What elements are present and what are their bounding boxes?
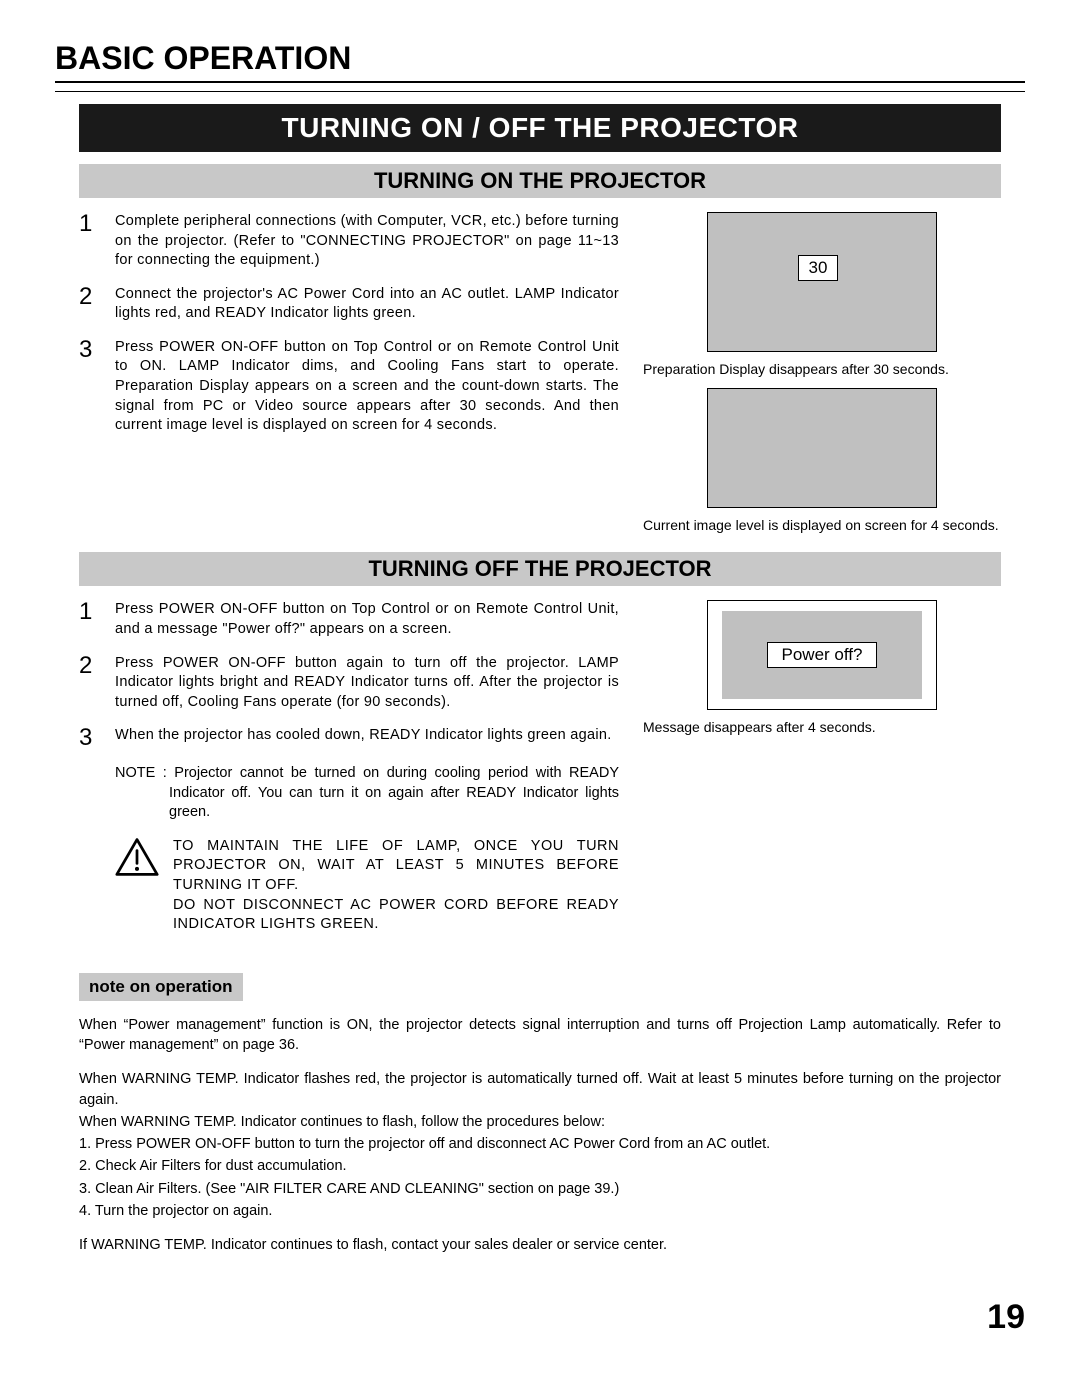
step-number: 3 bbox=[79, 338, 101, 436]
step-number: 1 bbox=[79, 600, 101, 639]
step-number: 1 bbox=[79, 212, 101, 271]
figure-caption: Message disappears after 4 seconds. bbox=[643, 718, 1001, 736]
step-number: 2 bbox=[79, 654, 101, 713]
off-step: 1 Press POWER ON-OFF button on Top Contr… bbox=[79, 600, 619, 639]
step-text: Connect the projector's AC Power Cord in… bbox=[115, 285, 619, 324]
off-step: 3 When the projector has cooled down, RE… bbox=[79, 726, 619, 750]
off-steps-col: 1 Press POWER ON-OFF button on Top Contr… bbox=[79, 600, 619, 934]
image-level-figure bbox=[707, 388, 937, 508]
note-paragraph: When WARNING TEMP. Indicator continues t… bbox=[79, 1112, 1001, 1132]
on-content-row: 1 Complete peripheral connections (with … bbox=[79, 212, 1001, 534]
note-paragraph: When WARNING TEMP. Indicator flashes red… bbox=[79, 1069, 1001, 1110]
warn-line-2: DO NOT DISCONNECT AC POWER CORD BEFORE R… bbox=[173, 897, 619, 933]
note-paragraph: If WARNING TEMP. Indicator continues to … bbox=[79, 1235, 1001, 1255]
page-number: 19 bbox=[55, 1298, 1025, 1337]
warning-row: TO MAINTAIN THE LIFE OF LAMP, ONCE YOU T… bbox=[115, 837, 619, 935]
figure-caption: Preparation Display disappears after 30 … bbox=[643, 360, 1001, 378]
poweroff-figure: Power off? bbox=[707, 600, 937, 710]
warning-icon bbox=[115, 837, 159, 882]
step-number: 3 bbox=[79, 726, 101, 750]
countdown-box: 30 bbox=[798, 255, 839, 281]
preparation-display-figure: 30 bbox=[707, 212, 937, 352]
step-text: Press POWER ON-OFF button on Top Control… bbox=[115, 600, 619, 639]
note-paragraph: When “Power management” function is ON, … bbox=[79, 1015, 1001, 1056]
note-on-operation-chip: note on operation bbox=[79, 973, 243, 1001]
step-number: 2 bbox=[79, 285, 101, 324]
poweroff-label: Power off? bbox=[767, 642, 878, 668]
on-step: 3 Press POWER ON-OFF button on Top Contr… bbox=[79, 338, 619, 436]
off-step: 2 Press POWER ON-OFF button again to tur… bbox=[79, 654, 619, 713]
step-text: Press POWER ON-OFF button on Top Control… bbox=[115, 338, 619, 436]
poweroff-inner: Power off? bbox=[722, 611, 922, 699]
cooling-note: NOTE : Projector cannot be turned on dur… bbox=[115, 764, 619, 823]
note-list-item: 4. Turn the projector on again. bbox=[79, 1201, 1001, 1221]
on-step: 1 Complete peripheral connections (with … bbox=[79, 212, 619, 271]
on-steps-col: 1 Complete peripheral connections (with … bbox=[79, 212, 619, 534]
sub-heading-off: TURNING OFF THE PROJECTOR bbox=[79, 552, 1001, 586]
note-list-item: 1. Press POWER ON-OFF button to turn the… bbox=[79, 1134, 1001, 1154]
figure-caption: Current image level is displayed on scre… bbox=[643, 516, 1001, 534]
on-figures-col: 30 Preparation Display disappears after … bbox=[643, 212, 1001, 534]
chapter-title: BASIC OPERATION bbox=[55, 40, 1025, 83]
warn-line-1: TO MAINTAIN THE LIFE OF LAMP, ONCE YOU T… bbox=[173, 838, 619, 893]
sub-heading-on: TURNING ON THE PROJECTOR bbox=[79, 164, 1001, 198]
on-step: 2 Connect the projector's AC Power Cord … bbox=[79, 285, 619, 324]
section-banner: TURNING ON / OFF THE PROJECTOR bbox=[79, 104, 1001, 152]
step-text: Complete peripheral connections (with Co… bbox=[115, 212, 619, 271]
step-text: When the projector has cooled down, READ… bbox=[115, 726, 612, 750]
note-list-item: 2. Check Air Filters for dust accumulati… bbox=[79, 1156, 1001, 1176]
note-list-item: 3. Clean Air Filters. (See "AIR FILTER C… bbox=[79, 1179, 1001, 1199]
chapter-rule bbox=[55, 91, 1025, 92]
step-text: Press POWER ON-OFF button again to turn … bbox=[115, 654, 619, 713]
warning-text: TO MAINTAIN THE LIFE OF LAMP, ONCE YOU T… bbox=[173, 837, 619, 935]
off-content-row: 1 Press POWER ON-OFF button on Top Contr… bbox=[79, 600, 1001, 934]
off-figures-col: Power off? Message disappears after 4 se… bbox=[643, 600, 1001, 934]
